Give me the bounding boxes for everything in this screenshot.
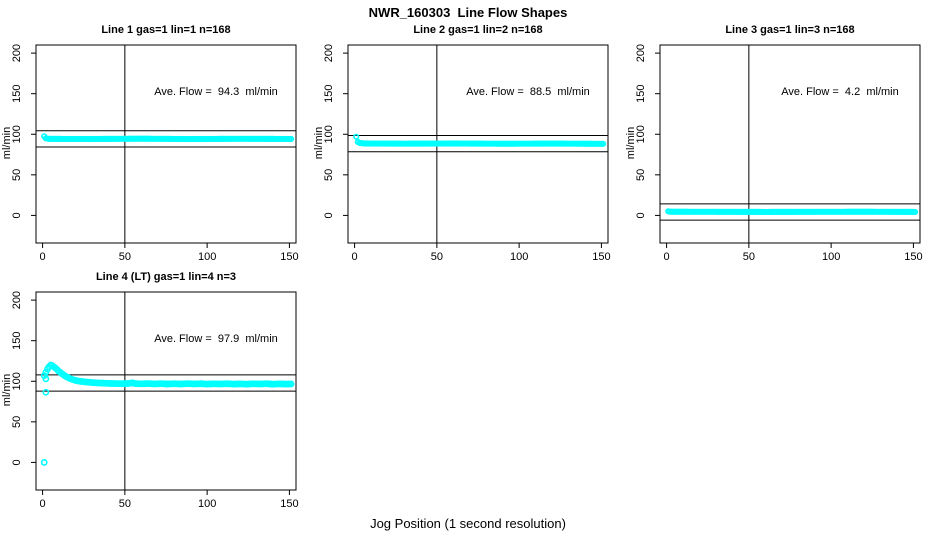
svg-text:0: 0 bbox=[11, 212, 23, 218]
svg-text:100: 100 bbox=[11, 372, 23, 390]
svg-text:0: 0 bbox=[352, 251, 358, 263]
ave-flow-annotation: Ave. Flow = 4.2 ml/min bbox=[781, 86, 899, 98]
svg-text:100: 100 bbox=[198, 498, 216, 510]
svg-text:200: 200 bbox=[635, 44, 647, 62]
svg-text:100: 100 bbox=[11, 125, 23, 143]
svg-text:150: 150 bbox=[11, 85, 23, 103]
svg-text:50: 50 bbox=[743, 251, 755, 263]
svg-text:200: 200 bbox=[11, 44, 23, 62]
chart-plot-area: 0 50 100 150 0 50 100 150 200 bbox=[323, 44, 611, 263]
svg-text:50: 50 bbox=[119, 251, 131, 263]
svg-text:200: 200 bbox=[11, 291, 23, 309]
svg-text:50: 50 bbox=[323, 169, 335, 181]
subplot-title: Line 4 (LT) gas=1 lin=4 n=3 bbox=[95, 271, 237, 283]
svg-text:50: 50 bbox=[11, 169, 23, 181]
svg-text:150: 150 bbox=[904, 251, 922, 263]
subplot-line4: Line 4 (LT) gas=1 lin=4 n=3 Ave. Flow = … bbox=[0, 267, 312, 519]
svg-text:100: 100 bbox=[510, 251, 528, 263]
svg-text:200: 200 bbox=[323, 44, 335, 62]
svg-text:100: 100 bbox=[635, 125, 647, 143]
svg-text:150: 150 bbox=[280, 251, 298, 263]
svg-text:100: 100 bbox=[323, 125, 335, 143]
svg-text:0: 0 bbox=[11, 459, 23, 465]
svg-text:100: 100 bbox=[822, 251, 840, 263]
ave-flow-annotation: Ave. Flow = 97.9 ml/min bbox=[154, 333, 278, 345]
svg-text:150: 150 bbox=[323, 85, 335, 103]
svg-text:50: 50 bbox=[635, 169, 647, 181]
main-title: NWR_160303 Line Flow Shapes bbox=[368, 5, 568, 20]
chart-plot-area: 0 50 100 150 0 50 100 150 200 bbox=[11, 44, 299, 263]
svg-text:0: 0 bbox=[664, 251, 670, 263]
ave-flow-annotation: Ave. Flow = 88.5 ml/min bbox=[466, 86, 590, 98]
subplot-line1: Line 1 gas=1 lin=1 n=168 Ave. Flow = 94.… bbox=[0, 20, 312, 272]
ave-flow-annotation: Ave. Flow = 94.3 ml/min bbox=[154, 86, 278, 98]
svg-text:150: 150 bbox=[11, 332, 23, 350]
subplot-title: Line 1 gas=1 lin=1 n=168 bbox=[101, 24, 231, 36]
chart-plot-area: 0 50 100 150 0 50 100 150 200 bbox=[635, 44, 923, 263]
svg-text:50: 50 bbox=[119, 498, 131, 510]
svg-text:50: 50 bbox=[431, 251, 443, 263]
svg-text:0: 0 bbox=[323, 212, 335, 218]
subplot-line2: Line 2 gas=1 lin=2 n=168 Ave. Flow = 88.… bbox=[312, 20, 624, 272]
svg-text:150: 150 bbox=[592, 251, 610, 263]
svg-text:50: 50 bbox=[11, 416, 23, 428]
svg-text:0: 0 bbox=[40, 498, 46, 510]
subplot-line3: Line 3 gas=1 lin=3 n=168 Ave. Flow = 4.2… bbox=[624, 20, 936, 272]
chart-plot-area: 0 50 100 150 0 50 100 150 200 bbox=[11, 291, 299, 510]
svg-text:150: 150 bbox=[635, 85, 647, 103]
x-axis-label: Jog Position (1 second resolution) bbox=[370, 516, 566, 531]
subplot-title: Line 2 gas=1 lin=2 n=168 bbox=[413, 24, 543, 36]
svg-text:0: 0 bbox=[635, 212, 647, 218]
svg-text:150: 150 bbox=[280, 498, 298, 510]
svg-text:0: 0 bbox=[40, 251, 46, 263]
svg-text:100: 100 bbox=[198, 251, 216, 263]
subplot-title: Line 3 gas=1 lin=3 n=168 bbox=[725, 24, 855, 36]
